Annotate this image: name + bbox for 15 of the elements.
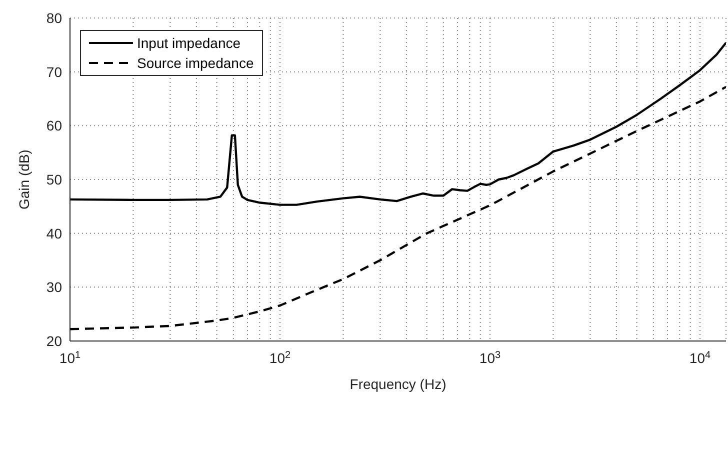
y-tick-label: 60 bbox=[46, 118, 62, 134]
legend-label: Input impedance bbox=[137, 35, 241, 51]
x-axis-title: Frequency (Hz) bbox=[350, 376, 446, 392]
y-tick-label: 30 bbox=[46, 279, 62, 296]
y-tick-label: 50 bbox=[46, 171, 62, 188]
x-tick-label: 10$^{2}$ bbox=[269, 350, 292, 366]
y-axis-title: Gain (dB) bbox=[16, 150, 32, 210]
y-tick-label: 40 bbox=[46, 225, 62, 242]
x-tick-label: 10$^{3}$ bbox=[479, 350, 501, 366]
x-tick-label: 10$^{4}$ bbox=[689, 350, 711, 366]
y-tick-label: 20 bbox=[46, 332, 62, 349]
y-tick-label: 80 bbox=[46, 10, 62, 26]
legend-label: Source impedance bbox=[137, 55, 254, 71]
x-tick-label: 10$^{1}$ bbox=[59, 350, 82, 366]
y-tick-label: 70 bbox=[46, 64, 62, 80]
